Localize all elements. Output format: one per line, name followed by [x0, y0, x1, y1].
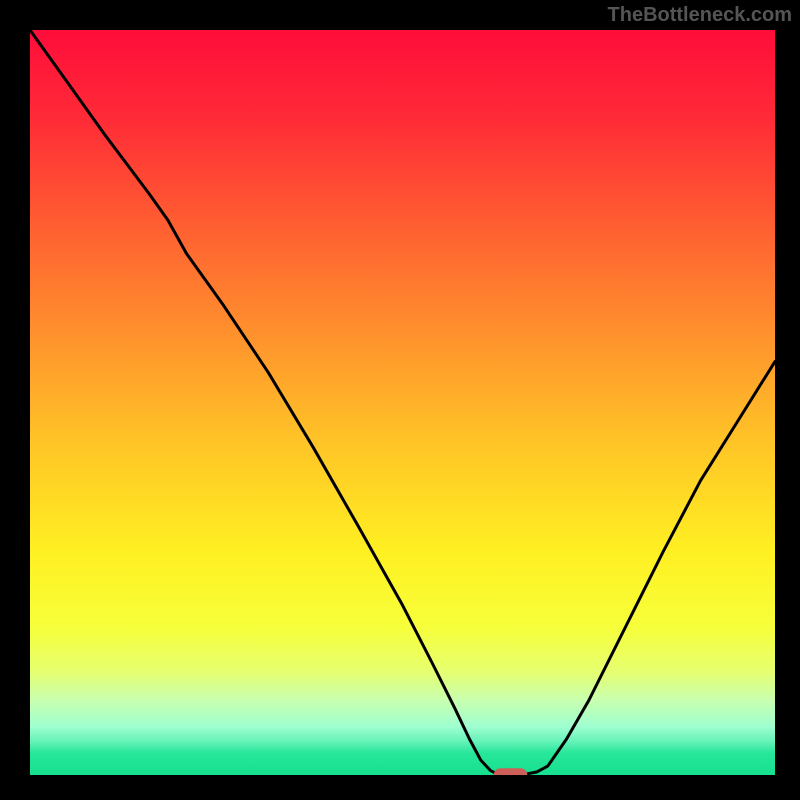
watermark-text: TheBottleneck.com: [608, 4, 792, 27]
gradient-background: [30, 30, 775, 775]
chart-svg: [30, 30, 775, 775]
plot-area: [30, 30, 775, 775]
marker-pill: [494, 768, 528, 775]
chart-container: TheBottleneck.com: [0, 0, 800, 800]
